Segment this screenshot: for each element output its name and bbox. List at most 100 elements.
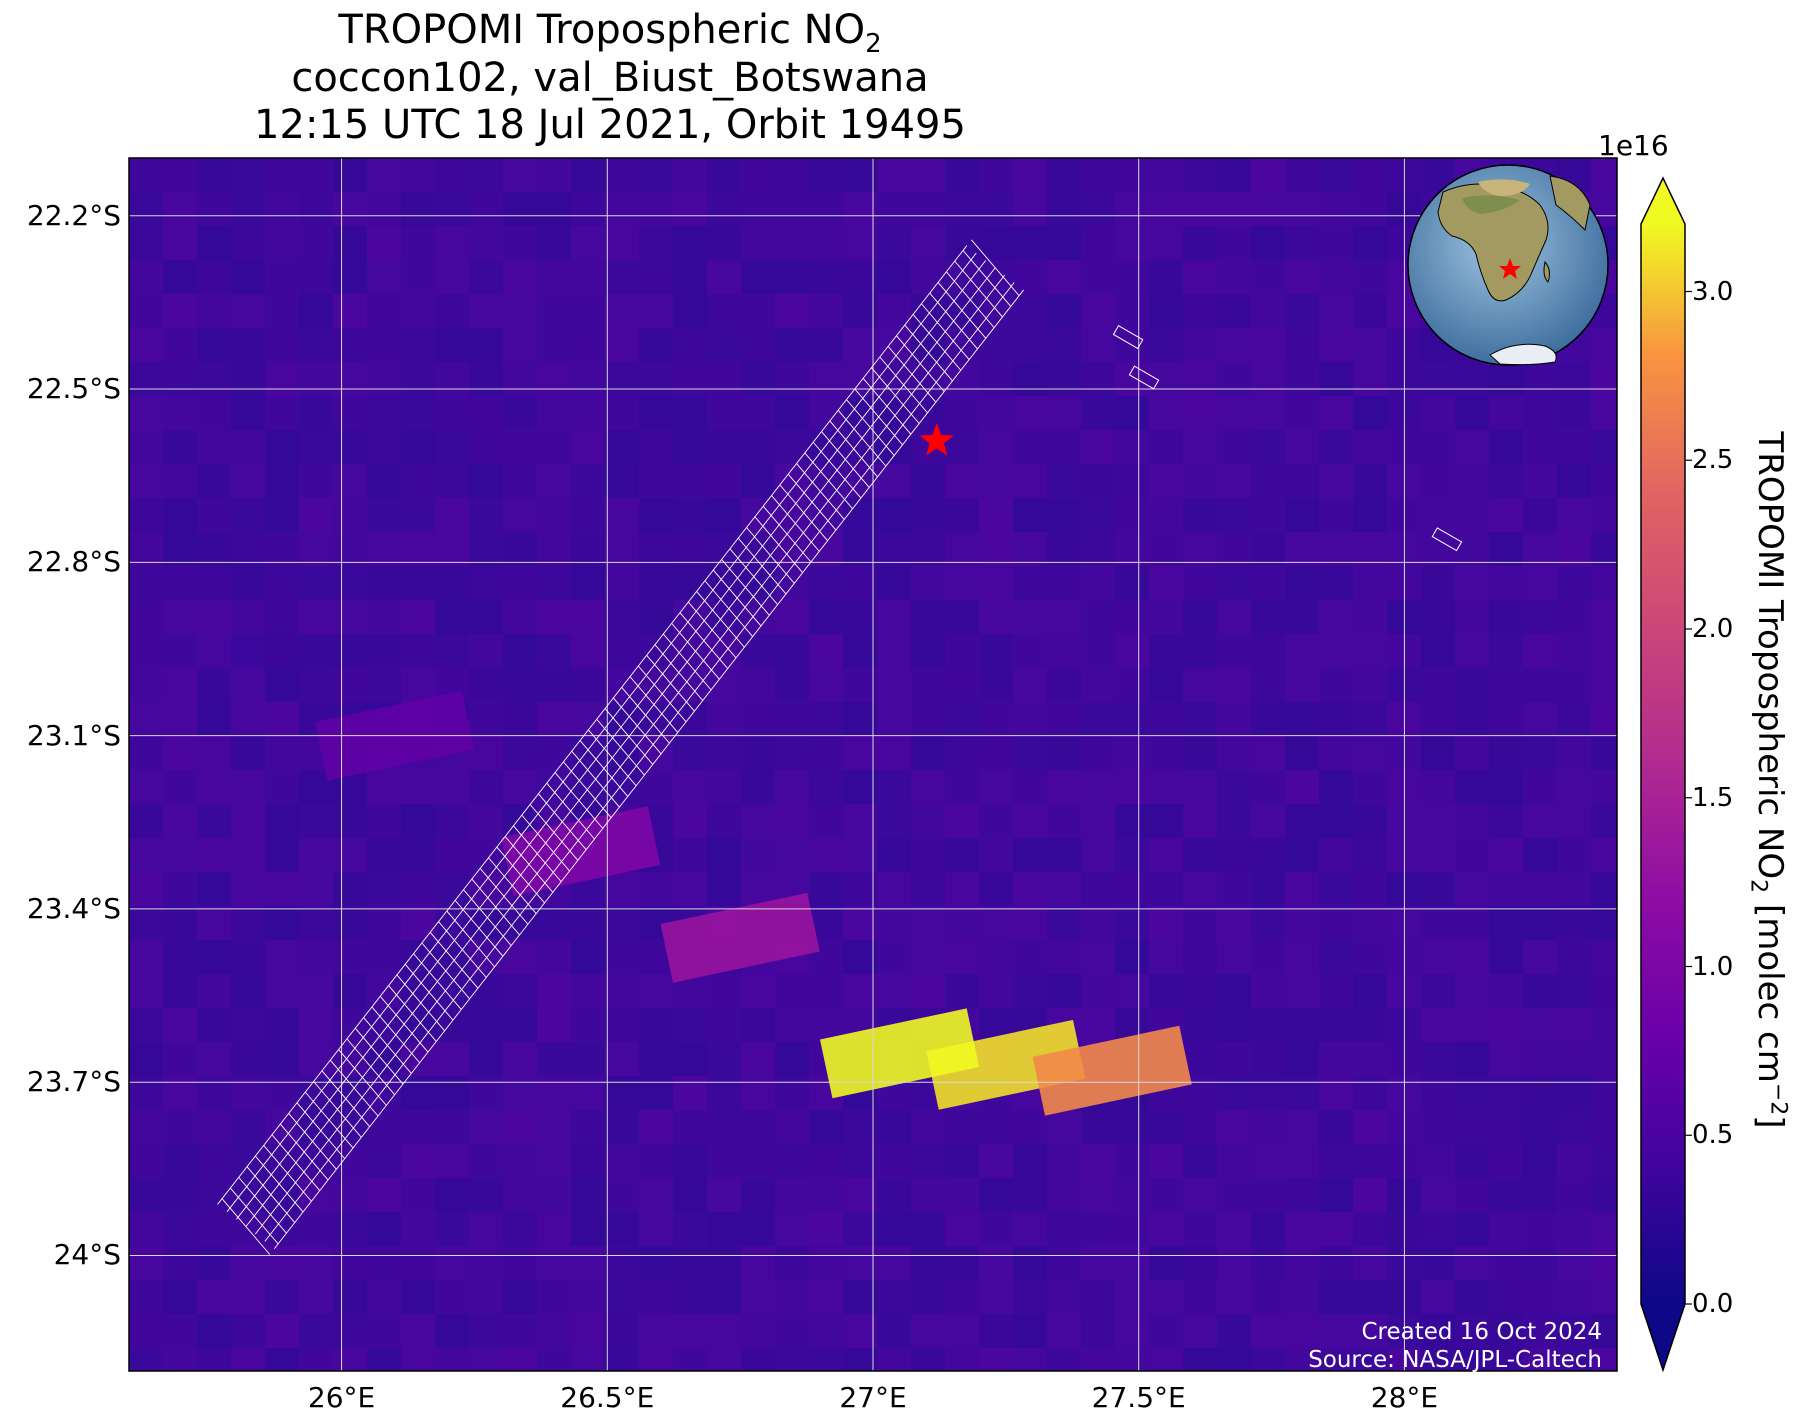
- no2-background-pixel: [1455, 736, 1489, 770]
- no2-background-pixel: [979, 158, 1013, 192]
- no2-background-pixel: [367, 1314, 401, 1348]
- no2-background-pixel: [1115, 974, 1149, 1008]
- no2-background-pixel: [1557, 974, 1591, 1008]
- no2-background-pixel: [401, 566, 435, 600]
- no2-background-pixel: [843, 906, 877, 940]
- no2-background-pixel: [1149, 600, 1183, 634]
- colorbar-tick-label: 0.0: [1692, 1289, 1734, 1319]
- no2-background-pixel: [877, 736, 911, 770]
- no2-background-pixel: [673, 1008, 707, 1042]
- latitude-tick-label: 22.8°S: [26, 545, 121, 579]
- colorbar-tick-label: 0.5: [1692, 1120, 1734, 1151]
- no2-background-pixel: [163, 872, 197, 906]
- no2-background-pixel: [673, 430, 707, 464]
- no2-background-pixel: [707, 1178, 741, 1212]
- no2-background-pixel: [843, 940, 877, 974]
- no2-background-pixel: [163, 906, 197, 940]
- no2-background-pixel: [197, 192, 231, 226]
- no2-background-pixel: [1319, 362, 1353, 396]
- no2-background-pixel: [775, 1280, 809, 1314]
- no2-background-pixel: [1285, 804, 1319, 838]
- no2-background-pixel: [877, 668, 911, 702]
- no2-background-pixel: [775, 430, 809, 464]
- no2-background-pixel: [163, 1076, 197, 1110]
- no2-background-pixel: [333, 158, 367, 192]
- footprint-edge: [554, 772, 604, 829]
- no2-background-pixel: [537, 532, 571, 566]
- no2-background-pixel: [775, 192, 809, 226]
- no2-background-pixel: [435, 872, 469, 906]
- no2-background-pixel: [605, 260, 639, 294]
- no2-background-pixel: [163, 532, 197, 566]
- footprint-edge: [912, 314, 962, 371]
- no2-background-pixel: [1489, 804, 1523, 838]
- no2-background-pixel: [1251, 634, 1285, 668]
- no2-background-pixel: [639, 736, 673, 770]
- no2-background-pixel: [367, 804, 401, 838]
- no2-background-pixel: [299, 634, 333, 668]
- no2-background-pixel: [741, 192, 775, 226]
- no2-background-pixel: [163, 600, 197, 634]
- no2-background-pixel: [1047, 940, 1081, 974]
- no2-background-pixel: [1047, 498, 1081, 532]
- no2-background-pixel: [775, 1348, 809, 1371]
- no2-background-pixel: [367, 1008, 401, 1042]
- no2-background-pixel: [401, 1110, 435, 1144]
- no2-background-pixel: [265, 1008, 299, 1042]
- no2-background-pixel: [503, 940, 537, 974]
- no2-background-pixel: [503, 192, 537, 226]
- no2-background-pixel: [707, 362, 741, 396]
- no2-background-pixel: [1319, 158, 1353, 192]
- no2-background-pixel: [367, 1280, 401, 1314]
- footprint-edge: [704, 580, 754, 637]
- no2-background-pixel: [401, 396, 435, 430]
- footprint-edge: [654, 644, 704, 701]
- footprint-edge: [812, 441, 862, 499]
- no2-background-pixel: [1421, 974, 1455, 1008]
- no2-background-pixel: [639, 1110, 673, 1144]
- inset-globe: [1407, 164, 1609, 366]
- no2-background-pixel: [673, 532, 707, 566]
- no2-background-pixel: [537, 158, 571, 192]
- no2-background-pixel: [945, 1348, 979, 1371]
- no2-background-pixel: [1081, 362, 1115, 396]
- no2-background-pixel: [1115, 430, 1149, 464]
- no2-background-pixel: [605, 1280, 639, 1314]
- no2-background-pixel: [1319, 1212, 1353, 1246]
- no2-background-pixel: [537, 600, 571, 634]
- no2-background-pixel: [911, 1212, 945, 1246]
- no2-background-pixel: [843, 294, 877, 328]
- no2-background-pixel: [1081, 430, 1115, 464]
- no2-background-pixel: [537, 1042, 571, 1076]
- no2-background-pixel: [775, 736, 809, 770]
- no2-background-pixel: [1081, 396, 1115, 430]
- no2-background-pixel: [911, 1314, 945, 1348]
- no2-background-pixel: [1319, 1110, 1353, 1144]
- no2-background-pixel: [1149, 940, 1183, 974]
- no2-background-pixel: [1217, 260, 1251, 294]
- no2-background-pixel: [1115, 498, 1149, 532]
- no2-background-pixel: [1557, 1076, 1591, 1110]
- no2-background-pixel: [1251, 668, 1285, 702]
- map-frame: [128, 157, 1618, 1372]
- no2-background-pixel: [1285, 1314, 1319, 1348]
- no2-background-pixel: [163, 1178, 197, 1212]
- no2-background-pixel: [299, 600, 333, 634]
- no2-background-pixel: [809, 1110, 843, 1144]
- no2-background-pixel: [333, 566, 367, 600]
- no2-background-pixel: [1591, 940, 1617, 974]
- no2-background-pixel: [503, 600, 537, 634]
- no2-background-pixel: [775, 1314, 809, 1348]
- no2-background-pixel: [1149, 702, 1183, 736]
- no2-background-pixel: [1421, 634, 1455, 668]
- no2-background-pixel: [367, 1110, 401, 1144]
- no2-background-pixel: [299, 1246, 333, 1280]
- no2-background-pixel: [1251, 1212, 1285, 1246]
- no2-background-pixel: [1149, 668, 1183, 702]
- no2-background-pixel: [1217, 396, 1251, 430]
- no2-background-pixel: [1489, 600, 1523, 634]
- no2-background-pixel: [435, 158, 469, 192]
- no2-background-pixel: [1251, 532, 1285, 566]
- footprint-edge: [871, 367, 920, 424]
- no2-background-pixel: [911, 260, 945, 294]
